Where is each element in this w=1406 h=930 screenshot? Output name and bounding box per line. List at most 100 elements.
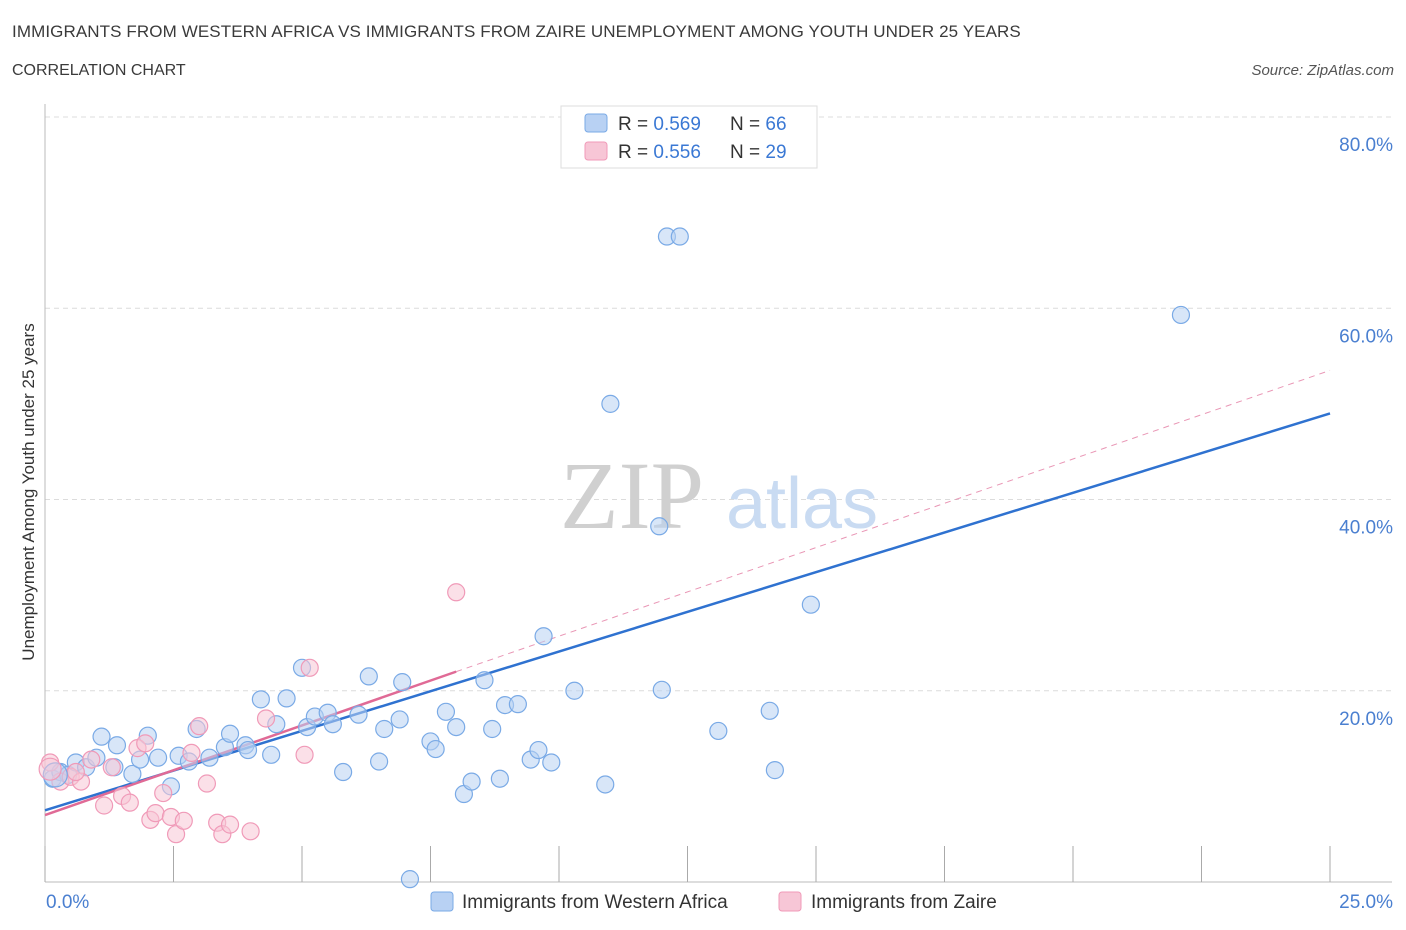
point-western-africa [542,753,561,772]
series-legend-swatch-zaire [778,891,802,912]
point-zaire [190,717,209,736]
source-label: Source: ZipAtlas.com [1251,62,1394,79]
point-zaire [220,815,240,834]
point-western-africa [508,695,527,714]
chart-title: IMMIGRANTS FROM WESTERN AFRICA VS IMMIGR… [12,22,1021,41]
point-western-africa [359,667,378,686]
svg-text:R = 0.569: R = 0.569 [618,114,701,135]
point-zaire [256,709,276,728]
point-western-africa [565,681,584,700]
legend: R = 0.569 N = 66 R = 0.556 N = 29 [560,105,818,169]
point-western-africa [529,740,548,760]
watermark: ZIP atlas [560,442,878,549]
point-western-africa [375,719,394,739]
point-zaire [182,743,201,763]
point-zaire [154,783,173,803]
point-zaire [95,796,114,815]
y-tick-label: 60.0% [1339,326,1393,347]
point-western-africa [596,775,615,794]
point-western-africa [238,740,258,760]
axes [44,104,1392,883]
point-western-africa [323,715,342,734]
point-zaire [38,757,62,781]
point-western-africa [107,736,127,755]
point-zaire [295,745,314,764]
point-western-africa [277,689,296,708]
point-western-africa [765,761,784,780]
point-western-africa [650,517,669,536]
point-western-africa [390,710,409,729]
point-zaire [146,804,165,823]
point-western-africa [400,870,420,889]
y-tick-label: 40.0% [1339,518,1393,539]
watermark-zip: ZIP [560,442,704,549]
series-legend-label-zaire: Immigrants from Zaire [811,892,997,913]
point-western-africa [251,690,270,709]
point-zaire [66,762,85,782]
legend-n-label-1: N = [730,114,765,135]
legend-r-value-2: 0.556 [653,142,701,163]
point-western-africa [483,719,502,739]
point-western-africa [1171,305,1191,325]
point-western-africa [652,680,671,699]
tick-labels: 20.0% 40.0% 60.0% 80.0% 0.0% 25.0% [46,135,1393,913]
point-western-africa [334,762,353,782]
grid-lines [45,116,1392,692]
point-western-africa [220,724,240,743]
legend-swatch-pink [584,141,608,161]
y-tick-label: 80.0% [1339,135,1393,156]
series-legend-swatch-western-africa [430,891,454,912]
point-western-africa [490,769,509,788]
point-western-africa [262,745,281,764]
point-western-africa [426,739,445,759]
point-western-africa [447,717,466,737]
point-western-africa [436,702,456,721]
point-zaire [197,774,217,793]
point-western-africa [670,227,689,246]
point-western-africa [92,727,111,746]
point-western-africa [534,627,553,646]
svg-text:N = 29: N = 29 [730,142,787,163]
point-western-africa [200,748,219,767]
legend-swatch-blue [584,113,608,133]
legend-n-label-2: N = [730,142,765,163]
x-tick-label-start: 0.0% [46,892,89,913]
series-legend-label-western-africa: Immigrants from Western Africa [462,892,728,913]
legend-n-value-2: 29 [765,142,786,163]
legend-r-label-2: R = [618,142,653,163]
y-tick-label: 20.0% [1339,709,1393,730]
point-zaire [82,750,101,769]
legend-r-label-1: R = [618,114,653,135]
chart-subtitle: CORRELATION CHART [12,62,186,79]
point-western-africa [801,595,820,614]
point-western-africa [760,701,779,720]
point-zaire [174,811,193,830]
trend-line-western-africa [44,412,1331,812]
point-western-africa [148,748,168,767]
point-zaire [136,734,155,753]
point-western-africa [393,673,412,692]
x-tick-label-end: 25.0% [1339,892,1393,913]
y-axis-label: Unemployment Among Youth under 25 years [19,323,38,660]
point-zaire [300,658,319,677]
series-legend: Immigrants from Western Africa Immigrant… [430,891,997,913]
svg-text:R = 0.556: R = 0.556 [618,142,701,163]
point-zaire [241,822,260,841]
legend-n-value-1: 66 [765,114,786,135]
point-zaire [447,583,466,602]
point-western-africa [462,772,481,791]
point-western-africa [370,752,389,771]
point-western-africa [475,671,494,690]
point-zaire [166,825,186,844]
svg-text:N = 66: N = 66 [730,114,787,135]
point-western-africa [123,764,142,784]
watermark-atlas: atlas [726,464,878,544]
point-western-africa [601,394,620,413]
point-western-africa [349,705,368,724]
point-western-africa [709,721,728,741]
point-zaire [102,758,121,777]
data-points [38,227,1191,889]
legend-r-value-1: 0.569 [653,114,701,135]
point-zaire [120,793,139,812]
